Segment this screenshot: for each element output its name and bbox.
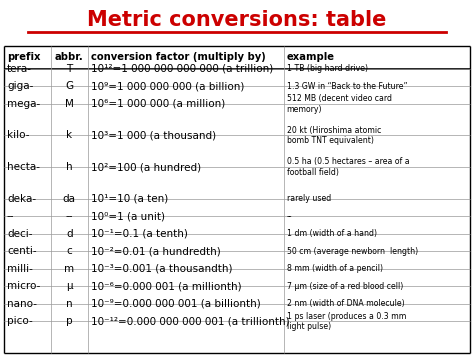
Text: 10⁻¹²=0.000 000 000 001 (a trillionth): 10⁻¹²=0.000 000 000 001 (a trillionth) xyxy=(91,316,290,327)
Text: 10⁻¹=0.1 (a tenth): 10⁻¹=0.1 (a tenth) xyxy=(91,229,188,239)
Text: Metric conversions: table: Metric conversions: table xyxy=(87,10,387,30)
Text: 10³=1 000 (a thousand): 10³=1 000 (a thousand) xyxy=(91,131,216,141)
Text: 10⁻⁶=0.000 001 (a millionth): 10⁻⁶=0.000 001 (a millionth) xyxy=(91,281,242,291)
Text: 10⁻⁹=0.000 000 001 (a billionth): 10⁻⁹=0.000 000 001 (a billionth) xyxy=(91,299,261,309)
Text: M: M xyxy=(65,99,73,109)
Text: kilo-: kilo- xyxy=(7,131,29,141)
Text: nano-: nano- xyxy=(7,299,37,309)
Text: d: d xyxy=(66,229,73,239)
Text: m: m xyxy=(64,264,74,274)
Text: pico-: pico- xyxy=(7,316,33,327)
Text: hecta-: hecta- xyxy=(7,162,40,172)
Text: prefix: prefix xyxy=(7,53,40,62)
Text: micro-: micro- xyxy=(7,281,40,291)
Text: 2 nm (width of DNA molecule): 2 nm (width of DNA molecule) xyxy=(287,299,404,308)
Text: 10²=100 (a hundred): 10²=100 (a hundred) xyxy=(91,162,201,172)
Text: da: da xyxy=(63,193,76,204)
Text: deka-: deka- xyxy=(7,193,36,204)
Text: G: G xyxy=(65,81,73,91)
Text: n: n xyxy=(66,299,73,309)
Text: abbr.: abbr. xyxy=(55,53,83,62)
Text: 10⁻²=0.01 (a hundredth): 10⁻²=0.01 (a hundredth) xyxy=(91,246,220,256)
Text: 10⁻³=0.001 (a thousandth): 10⁻³=0.001 (a thousandth) xyxy=(91,264,232,274)
Text: μ: μ xyxy=(66,281,73,291)
Text: 1 dm (width of a hand): 1 dm (width of a hand) xyxy=(287,229,377,238)
Text: giga-: giga- xyxy=(7,81,33,91)
Text: rarely used: rarely used xyxy=(287,194,331,203)
Text: 20 kt (Hiroshima atomic
bomb TNT equivalent): 20 kt (Hiroshima atomic bomb TNT equival… xyxy=(287,126,381,145)
Text: deci-: deci- xyxy=(7,229,33,239)
Text: 10⁰=1 (a unit): 10⁰=1 (a unit) xyxy=(91,211,165,221)
Text: 1 ps laser (produces a 0.3 mm
light pulse): 1 ps laser (produces a 0.3 mm light puls… xyxy=(287,312,406,331)
Text: conversion factor (multiply by): conversion factor (multiply by) xyxy=(91,53,265,62)
Text: T: T xyxy=(66,64,73,74)
Text: p: p xyxy=(66,316,73,327)
Text: 1 TB (big hard drive): 1 TB (big hard drive) xyxy=(287,64,368,73)
Text: k: k xyxy=(66,131,73,141)
Text: c: c xyxy=(66,246,72,256)
Text: milli-: milli- xyxy=(7,264,33,274)
Text: 0.5 ha (0.5 hectares – area of a
football field): 0.5 ha (0.5 hectares – area of a footbal… xyxy=(287,157,409,177)
Text: --: -- xyxy=(287,212,292,221)
Text: 512 MB (decent video card
memory): 512 MB (decent video card memory) xyxy=(287,94,392,114)
Text: 8 mm (width of a pencil): 8 mm (width of a pencil) xyxy=(287,264,383,273)
Text: centi-: centi- xyxy=(7,246,36,256)
Text: 7 μm (size of a red blood cell): 7 μm (size of a red blood cell) xyxy=(287,282,403,291)
Text: 10¹=10 (a ten): 10¹=10 (a ten) xyxy=(91,193,168,204)
Text: 10⁶=1 000 000 (a million): 10⁶=1 000 000 (a million) xyxy=(91,99,225,109)
Text: 1.3 GW in “Back to the Future”: 1.3 GW in “Back to the Future” xyxy=(287,82,407,91)
Text: 10¹²=1 000 000 000 000 (a trillion): 10¹²=1 000 000 000 000 (a trillion) xyxy=(91,64,273,74)
Text: example: example xyxy=(287,53,335,62)
Text: tera-: tera- xyxy=(7,64,32,74)
Text: 10⁹=1 000 000 000 (a billion): 10⁹=1 000 000 000 (a billion) xyxy=(91,81,244,91)
Text: --: -- xyxy=(65,211,73,221)
Text: mega-: mega- xyxy=(7,99,40,109)
Text: 50 cm (average newborn  length): 50 cm (average newborn length) xyxy=(287,247,418,256)
Text: --: -- xyxy=(7,211,15,221)
Text: h: h xyxy=(66,162,73,172)
